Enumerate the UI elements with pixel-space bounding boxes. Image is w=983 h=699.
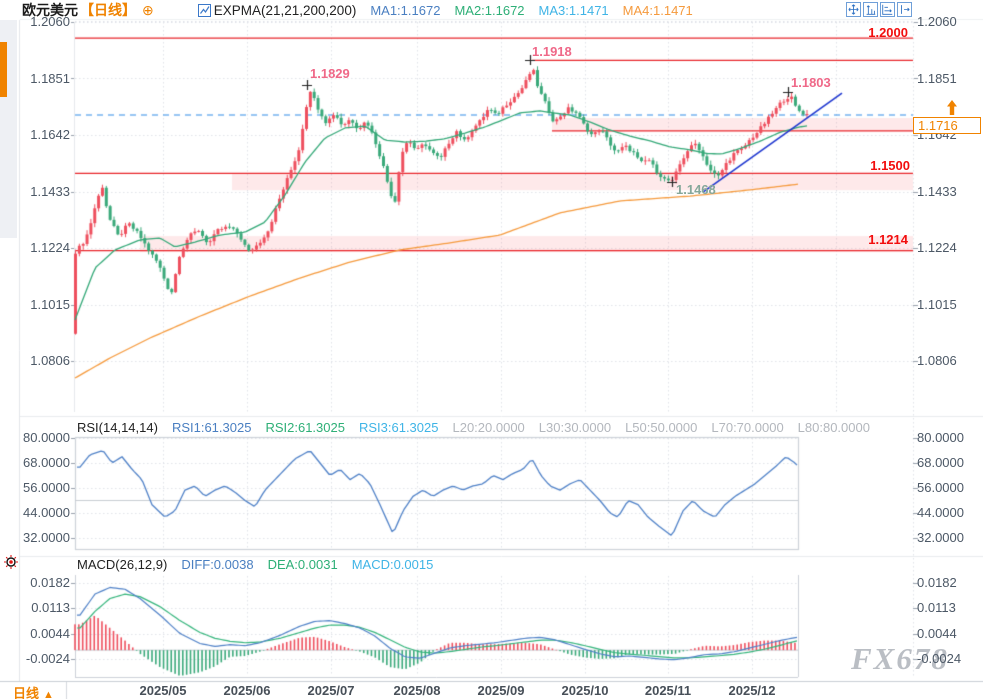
price-axis-label: 1.1433 (917, 183, 957, 199)
price-level-label: 1.1918 (532, 44, 572, 59)
rsi-axis-label: 68.0000 (917, 455, 964, 470)
price-level-label: 1.1829 (310, 66, 350, 81)
rsi-header: RSI(14,14,14) RSI1:61.3025 RSI2:61.3025 … (77, 420, 870, 435)
rsi2-value: RSI2:61.3025 (265, 420, 345, 435)
settings-sun-icon[interactable] (3, 554, 19, 575)
macd-header: MACD(26,12,9) DIFF:0.0038 DEA:0.0031 MAC… (77, 557, 433, 572)
macd-axis-label: 0.0182 (30, 575, 70, 590)
price-axis-label: 1.1851 (30, 70, 70, 86)
price-level-label: 1.1500 (870, 158, 910, 173)
indicator-mini-chart-icon[interactable] (197, 3, 211, 17)
macd-axis-label: 0.0113 (917, 600, 956, 616)
date-label: 2025/12 (728, 683, 776, 698)
price-axis-label: 1.1224 (917, 240, 957, 255)
price-axis-label: 1.0806 (917, 353, 957, 368)
price-axis-label: 1.1642 (30, 127, 70, 142)
price-axis-label: 1.2060 (30, 14, 70, 29)
rsi-axis-label: 44.0000 (23, 505, 70, 520)
symbol-title: 欧元美元 (22, 2, 78, 18)
date-label: 2025/09 (477, 683, 525, 698)
rsi-axis-label: 68.0000 (23, 455, 70, 470)
date-label: 2025/08 (393, 683, 441, 698)
macd-axis-label: 0.0044 (917, 625, 957, 641)
macd-title: MACD(26,12,9) (77, 557, 168, 572)
rsi-level-l70: L70:70.0000 (711, 420, 784, 435)
rsi-level-l20: L20:20.0000 (452, 420, 525, 435)
horizontal-scale-icon[interactable] (880, 2, 895, 17)
ma4-value: MA4:1.1471 (622, 2, 693, 18)
rsi3-value: RSI3:61.3025 (358, 420, 439, 435)
price-level-label: 1.1803 (791, 75, 831, 90)
left-scrollbar-track[interactable] (0, 20, 17, 238)
rsi-axis-label: 80.0000 (23, 430, 70, 445)
period-tag[interactable]: 【日线】 (80, 2, 136, 18)
rsi-axis-label: 32.0000 (23, 530, 70, 545)
chart-header: 欧元美元 【日线】 ⊕ EXPMA(21,21,200,200) MA1:1.1… (22, 1, 693, 19)
move-tool-icon[interactable] (846, 2, 861, 17)
current-price-value: 1.1716 (918, 118, 958, 133)
macd-axis-label: 0.0044 (30, 625, 70, 641)
rsi-level-l30: L30:30.0000 (538, 420, 612, 435)
rsi-axis-label: 44.0000 (917, 505, 964, 520)
price-axis-label: 1.0806 (30, 353, 70, 368)
date-label: 2025/07 (307, 683, 355, 698)
rsi-axis-label: 80.0000 (917, 430, 964, 445)
price-level-label: 1.1214 (868, 232, 908, 247)
rsi1-value: RSI1:61.3025 (171, 420, 252, 435)
watermark: FX678 (851, 641, 949, 676)
triangle-up-icon: ▲ (43, 689, 54, 699)
price-axis-label: 1.1015 (30, 296, 70, 312)
price-axis-label: 1.1015 (917, 296, 957, 312)
add-indicator-icon[interactable]: ⊕ (142, 1, 154, 18)
left-scrollbar-thumb[interactable] (0, 42, 7, 97)
rsi-axis-label: 32.0000 (917, 530, 964, 545)
rsi-level-l80: L80:80.0000 (797, 420, 870, 435)
chart-toolbar (846, 2, 912, 17)
price-level-label: 1.1468 (676, 182, 716, 197)
date-label: 2025/11 (644, 683, 692, 698)
ma2-value: MA2:1.1672 (454, 2, 525, 18)
rsi-axis-label: 56.0000 (917, 480, 964, 495)
bottom-bar: 日线 ▲ (0, 682, 983, 699)
rsi-level-l50: L50:50.0000 (625, 420, 698, 435)
macd-value: MACD:0.0015 (351, 557, 434, 572)
vertical-scale-icon[interactable] (863, 2, 878, 17)
price-up-arrow-icon (946, 99, 958, 121)
period-selector[interactable]: 日线 ▲ (13, 683, 54, 699)
macd-axis-label: -0.0024 (917, 651, 962, 666)
jump-to-latest-icon[interactable] (897, 2, 912, 17)
price-axis-label: 1.1224 (30, 240, 70, 255)
date-label: 2025/06 (223, 683, 271, 698)
date-label: 2025/05 (139, 683, 187, 698)
price-axis-label: 1.1851 (917, 70, 957, 86)
price-level-label: 1.2000 (868, 25, 908, 40)
rsi-axis-label: 56.0000 (23, 480, 70, 495)
price-axis-label: 1.2060 (917, 14, 957, 29)
current-price-box: 1.1716 (913, 117, 981, 134)
macd-axis-label: 0.0113 (31, 600, 70, 616)
period-label: 日线 (13, 686, 40, 699)
ma3-value: MA3:1.1471 (538, 2, 609, 18)
macd-dea-value: DEA:0.0031 (267, 557, 338, 572)
ma1-value: MA1:1.1672 (370, 2, 441, 18)
rsi-title: RSI(14,14,14) (77, 420, 158, 435)
date-label: 2025/10 (561, 683, 609, 698)
macd-axis-label: -0.0024 (25, 651, 70, 666)
price-axis-label: 1.1433 (30, 183, 70, 199)
indicator-name: EXPMA(21,21,200,200) (213, 2, 357, 18)
macd-diff-value: DIFF:0.0038 (181, 557, 254, 572)
macd-axis-label: 0.0182 (917, 575, 957, 590)
